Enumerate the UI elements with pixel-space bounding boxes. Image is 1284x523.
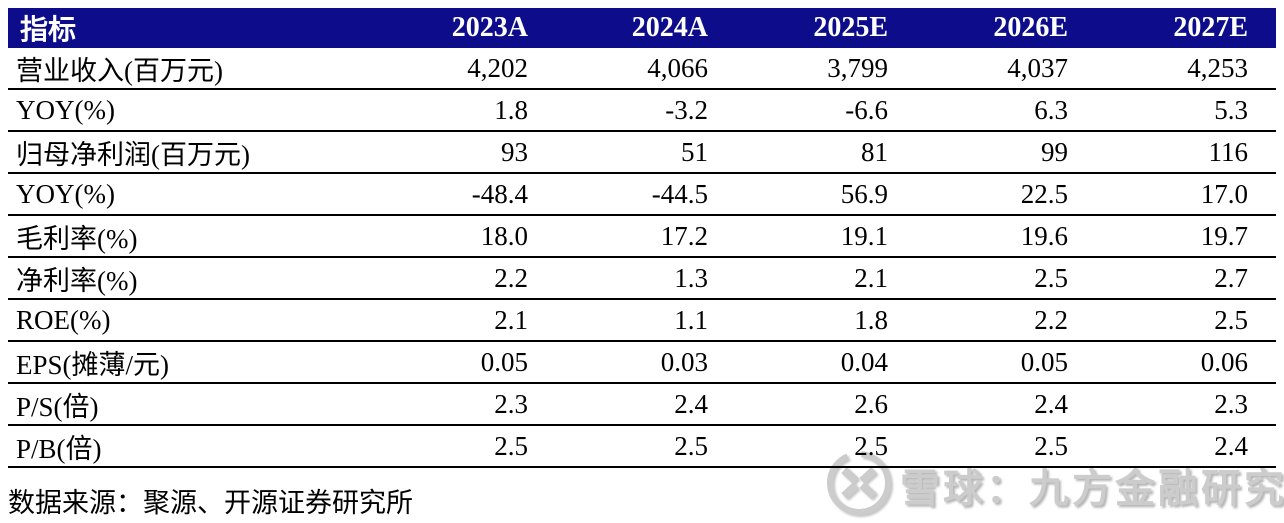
cell-value: 2.5	[916, 425, 1096, 468]
cell-value: 2.2	[916, 299, 1096, 342]
cell-value: 4,066	[556, 48, 736, 90]
row-label: P/B(倍)	[8, 425, 376, 468]
table-row: YOY(%) -48.4 -44.5 56.9 22.5 17.0	[8, 173, 1276, 216]
column-header-2025e: 2025E	[736, 8, 916, 48]
cell-value: 2.5	[376, 425, 556, 468]
cell-value: 2.7	[1096, 257, 1276, 300]
cell-value: 0.05	[376, 341, 556, 384]
cell-value: 0.04	[736, 341, 916, 384]
watermark: 雪球：九方金融研究所	[824, 446, 1284, 523]
cell-value: 2.1	[736, 257, 916, 300]
cell-value: 1.8	[376, 89, 556, 132]
column-header-2026e: 2026E	[916, 8, 1096, 48]
data-source-note: 数据来源：聚源、开源证券研究所	[8, 488, 413, 518]
row-label: ROE(%)	[8, 299, 376, 342]
table-row: EPS(摊薄/元) 0.05 0.03 0.04 0.05 0.06	[8, 341, 1276, 384]
cell-value: 2.5	[916, 257, 1096, 300]
column-header-2024a: 2024A	[556, 8, 736, 48]
cell-value: 1.1	[556, 299, 736, 342]
cell-value: 99	[916, 131, 1096, 174]
cell-value: 4,202	[376, 48, 556, 90]
cell-value: 2.4	[916, 383, 1096, 426]
row-label: P/S(倍)	[8, 383, 376, 426]
cell-value: 2.6	[736, 383, 916, 426]
row-label: EPS(摊薄/元)	[8, 341, 376, 384]
table-header-row: 指标 2023A 2024A 2025E 2026E 2027E	[8, 8, 1276, 48]
cell-value: 1.3	[556, 257, 736, 300]
cell-value: -6.6	[736, 89, 916, 132]
table-row: 净利率(%) 2.2 1.3 2.1 2.5 2.7	[8, 257, 1276, 300]
row-label: 营业收入(百万元)	[8, 48, 376, 90]
cell-value: 19.1	[736, 215, 916, 258]
cell-value: 2.4	[556, 383, 736, 426]
table-row: YOY(%) 1.8 -3.2 -6.6 6.3 5.3	[8, 89, 1276, 132]
cell-value: 3,799	[736, 48, 916, 90]
cell-value: 2.5	[1096, 299, 1276, 342]
table-row: P/S(倍) 2.3 2.4 2.6 2.4 2.3	[8, 383, 1276, 426]
cell-value: 18.0	[376, 215, 556, 258]
watermark-text: 雪球：九方金融研究所	[900, 466, 1284, 511]
table-row: 毛利率(%) 18.0 17.2 19.1 19.6 19.7	[8, 215, 1276, 258]
column-header-2027e: 2027E	[1096, 8, 1276, 48]
row-label: 毛利率(%)	[8, 215, 376, 258]
row-label: YOY(%)	[8, 173, 376, 216]
cell-value: 17.2	[556, 215, 736, 258]
row-label: 归母净利润(百万元)	[8, 131, 376, 174]
cell-value: 1.8	[736, 299, 916, 342]
row-label: 净利率(%)	[8, 257, 376, 300]
cell-value: 2.2	[376, 257, 556, 300]
table-row: P/B(倍) 2.5 2.5 2.5 2.5 2.4	[8, 425, 1276, 468]
table-row: 营业收入(百万元) 4,202 4,066 3,799 4,037 4,253	[8, 48, 1276, 90]
cell-value: 19.7	[1096, 215, 1276, 258]
cell-value: 2.1	[376, 299, 556, 342]
table-row: ROE(%) 2.1 1.1 1.8 2.2 2.5	[8, 299, 1276, 342]
cell-value: 17.0	[1096, 173, 1276, 216]
column-header-2023a: 2023A	[376, 8, 556, 48]
cell-value: 5.3	[1096, 89, 1276, 132]
cell-value: 0.05	[916, 341, 1096, 384]
cell-value: 2.3	[1096, 383, 1276, 426]
cell-value: -48.4	[376, 173, 556, 216]
cell-value: 81	[736, 131, 916, 174]
cell-value: -44.5	[556, 173, 736, 216]
cell-value: 116	[1096, 131, 1276, 174]
cell-value: 22.5	[916, 173, 1096, 216]
cell-value: 4,037	[916, 48, 1096, 90]
cell-value: 19.6	[916, 215, 1096, 258]
cell-value: 2.4	[1096, 425, 1276, 468]
cell-value: 2.5	[736, 425, 916, 468]
column-header-metric: 指标	[8, 8, 376, 48]
cell-value: 4,253	[1096, 48, 1276, 90]
cell-value: 0.06	[1096, 341, 1276, 384]
cell-value: -3.2	[556, 89, 736, 132]
cell-value: 6.3	[916, 89, 1096, 132]
cell-value: 2.5	[556, 425, 736, 468]
cell-value: 93	[376, 131, 556, 174]
financial-metrics-table: 指标 2023A 2024A 2025E 2026E 2027E 营业收入(百万…	[8, 8, 1276, 468]
cell-value: 2.3	[376, 383, 556, 426]
cell-value: 56.9	[736, 173, 916, 216]
row-label: YOY(%)	[8, 89, 376, 132]
table-row: 归母净利润(百万元) 93 51 81 99 116	[8, 131, 1276, 174]
cell-value: 0.03	[556, 341, 736, 384]
cell-value: 51	[556, 131, 736, 174]
